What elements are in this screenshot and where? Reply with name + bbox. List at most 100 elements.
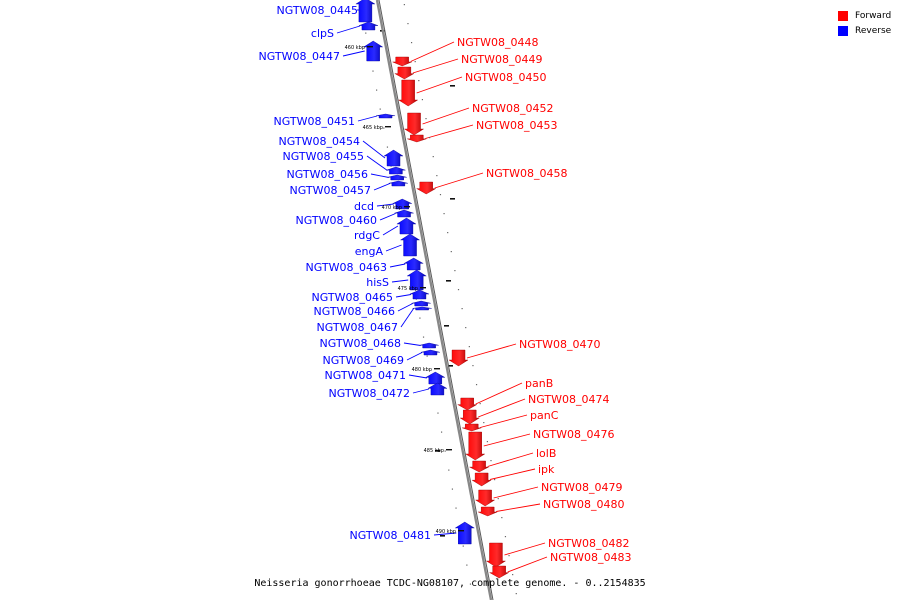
gene-arrow-NGTW08_0447[interactable]	[362, 40, 384, 62]
leader-line-NGTW08_0447	[342, 50, 365, 57]
gene-label-NGTW08_0470[interactable]: NGTW08_0470	[519, 338, 600, 351]
gene-arrow-NGTW08_0449[interactable]	[394, 66, 415, 80]
gene-arrow-hisS[interactable]	[406, 269, 427, 291]
gene-label-NGTW08_0469[interactable]: NGTW08_0469	[323, 354, 404, 367]
tick-mark	[367, 46, 373, 48]
gene-label-NGTW08_0452[interactable]: NGTW08_0452	[472, 102, 553, 115]
gene-label-NGTW08_0445[interactable]: NGTW08_0445	[277, 4, 358, 17]
gene-label-hisS[interactable]: hisS	[366, 276, 389, 289]
gene-label-clpS[interactable]: clpS	[311, 27, 334, 40]
gene-arrow-panB[interactable]	[457, 397, 478, 411]
leader-line-lolB	[487, 452, 534, 467]
gene-label-NGTW08_0479[interactable]: NGTW08_0479	[541, 481, 622, 494]
tick-mark	[404, 206, 410, 208]
gene-label-NGTW08_0466[interactable]: NGTW08_0466	[314, 305, 395, 318]
gene-label-NGTW08_0468[interactable]: NGTW08_0468	[320, 337, 401, 350]
scale-dot	[483, 422, 485, 424]
gene-arrow-NGTW08_0481[interactable]	[454, 521, 475, 545]
gene-arrow-NGTW08_0469[interactable]	[420, 349, 441, 356]
gene-arrow-NGTW08_0448[interactable]	[392, 56, 412, 67]
gene-label-NGTW08_0456[interactable]: NGTW08_0456	[287, 168, 368, 181]
gene-label-engA[interactable]: engA	[355, 245, 384, 258]
gene-label-NGTW08_0458[interactable]: NGTW08_0458	[486, 167, 567, 180]
gene-label-panC[interactable]: panC	[530, 409, 559, 422]
gene-arrow-NGTW08_0482[interactable]	[485, 542, 507, 568]
gene-arrow-NGTW08_0470[interactable]	[448, 349, 469, 367]
tick-mark	[420, 287, 426, 289]
gene-arrow-engA[interactable]	[399, 233, 421, 257]
gene-label-NGTW08_0476[interactable]: NGTW08_0476	[533, 428, 614, 441]
leader-line-NGTW08_0456	[370, 173, 389, 178]
gene-arrow-lolB[interactable]	[469, 460, 489, 473]
gene-arrow-NGTW08_0463[interactable]	[403, 257, 424, 271]
gene-arrow-NGTW08_0476[interactable]	[465, 431, 486, 461]
gene-label-NGTW08_0450[interactable]: NGTW08_0450	[465, 71, 546, 84]
gene-arrow-NGTW08_0456[interactable]	[387, 174, 407, 181]
gene-label-NGTW08_0457[interactable]: NGTW08_0457	[290, 184, 371, 197]
gene-label-NGTW08_0460[interactable]: NGTW08_0460	[296, 214, 377, 227]
gene-arrow-NGTW08_0466[interactable]	[411, 300, 431, 307]
genome-backbone	[375, 0, 493, 600]
gene-label-NGTW08_0481[interactable]: NGTW08_0481	[350, 529, 431, 542]
scale-dot	[425, 118, 427, 120]
gene-arrow-NGTW08_0451[interactable]	[376, 113, 396, 119]
gene-arrow-NGTW08_0457[interactable]	[388, 180, 408, 187]
gene-arrow-NGTW08_0450[interactable]	[397, 79, 419, 107]
gene-label-NGTW08_0483[interactable]: NGTW08_0483	[550, 551, 631, 564]
tick-label: 480 kbp	[412, 367, 432, 373]
scale-dot	[418, 80, 420, 82]
scale-dot	[437, 412, 439, 414]
gene-arrow-panC[interactable]	[462, 423, 482, 432]
gene-label-NGTW08_0482[interactable]: NGTW08_0482	[548, 537, 629, 550]
gene-label-lolB[interactable]: lolB	[536, 447, 556, 460]
gene-label-NGTW08_0467[interactable]: NGTW08_0467	[317, 321, 398, 334]
leader-line-NGTW08_0472	[412, 388, 430, 394]
leader-line-NGTW08_0471	[408, 374, 427, 379]
gene-arrow-rdgC[interactable]	[396, 217, 417, 235]
leader-line-clpS	[336, 25, 361, 34]
gene-label-NGTW08_0454[interactable]: NGTW08_0454	[279, 135, 360, 148]
leader-line-NGTW08_0481	[433, 532, 457, 536]
gene-label-NGTW08_0471[interactable]: NGTW08_0471	[325, 369, 406, 382]
gene-arrow-NGTW08_0472[interactable]	[427, 382, 448, 396]
gene-arrow-NGTW08_0468[interactable]	[419, 342, 439, 349]
gene-arrow-NGTW08_0480[interactable]	[478, 506, 498, 517]
scale-dot	[440, 431, 443, 433]
gene-arrow-clpS[interactable]	[358, 21, 379, 31]
gene-arrow-ipk[interactable]	[471, 472, 492, 487]
gene-arrow-NGTW08_0483[interactable]	[488, 565, 510, 579]
gene-label-NGTW08_0480[interactable]: NGTW08_0480	[543, 498, 624, 511]
gene-label-NGTW08_0449[interactable]: NGTW08_0449	[461, 53, 542, 66]
leader-line-NGTW08_0465	[395, 294, 412, 298]
gene-arrow-NGTW08_0471[interactable]	[425, 371, 446, 385]
gene-label-panB[interactable]: panB	[525, 377, 553, 390]
gene-label-NGTW08_0447[interactable]: NGTW08_0447	[259, 50, 340, 63]
gene-arrow-NGTW08_0465[interactable]	[409, 289, 430, 300]
gene-label-rdgC[interactable]: rdgC	[354, 229, 380, 242]
gene-arrow-NGTW08_0474[interactable]	[459, 409, 480, 425]
gene-label-NGTW08_0455[interactable]: NGTW08_0455	[283, 150, 364, 163]
scale-dot	[515, 593, 517, 595]
gene-label-NGTW08_0463[interactable]: NGTW08_0463	[306, 261, 387, 274]
gene-label-dcd[interactable]: dcd	[354, 200, 374, 213]
gene-arrow-NGTW08_0460[interactable]	[394, 209, 414, 218]
gene-label-NGTW08_0451[interactable]: NGTW08_0451	[274, 115, 355, 128]
gene-label-NGTW08_0474[interactable]: NGTW08_0474	[528, 393, 609, 406]
gene-arrow-NGTW08_0452[interactable]	[403, 112, 425, 136]
tick-label: 485 kbp	[424, 448, 444, 454]
gene-arrow-NGTW08_0455[interactable]	[386, 166, 406, 175]
gene-label-NGTW08_0465[interactable]: NGTW08_0465	[312, 291, 393, 304]
gene-arrow-NGTW08_0453[interactable]	[407, 134, 427, 143]
gene-arrow-NGTW08_0458[interactable]	[415, 181, 437, 195]
legend-swatch-forward	[838, 10, 848, 21]
gene-label-NGTW08_0448[interactable]: NGTW08_0448	[457, 36, 538, 49]
gene-arrow-NGTW08_0445[interactable]	[355, 0, 376, 23]
gene-arrow-NGTW08_0467[interactable]	[412, 306, 432, 311]
gene-arrow-NGTW08_0479[interactable]	[474, 489, 496, 507]
gene-label-NGTW08_0453[interactable]: NGTW08_0453	[476, 119, 557, 132]
gene-label-ipk[interactable]: ipk	[538, 463, 555, 476]
legend-item-reverse: Reverse	[838, 23, 891, 38]
leader-line-NGTW08_0454	[362, 140, 386, 159]
gene-label-NGTW08_0472[interactable]: NGTW08_0472	[329, 387, 410, 400]
gene-arrow-NGTW08_0454[interactable]	[383, 149, 404, 167]
